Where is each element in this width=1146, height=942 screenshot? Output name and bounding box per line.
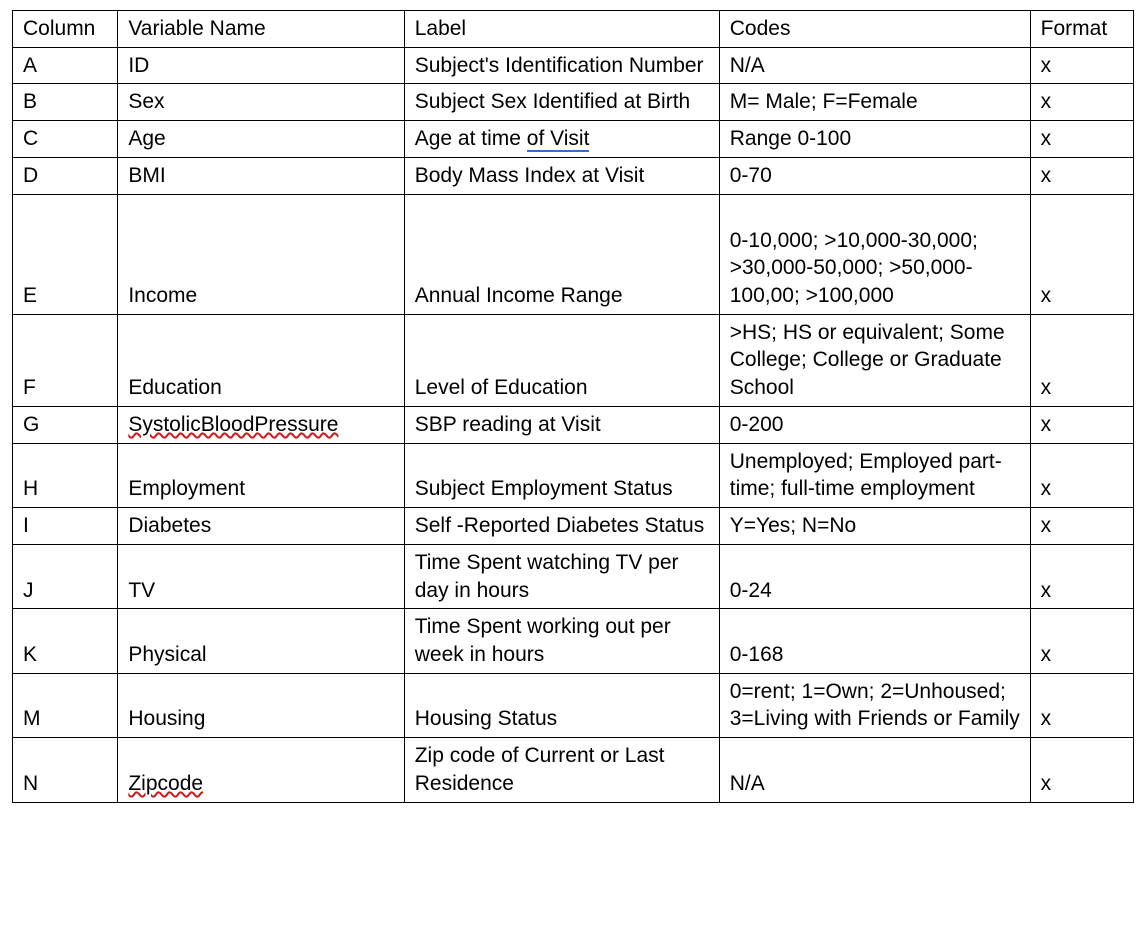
cell-codes: N/A (719, 738, 1030, 802)
cell-column: J (13, 544, 118, 608)
cell-codes: 0-200 (719, 406, 1030, 443)
spellcheck-underline: Zipcode (128, 772, 203, 795)
table-row: KPhysicalTime Spent working out per week… (13, 609, 1134, 673)
table-row: DBMIBody Mass Index at Visit0-70x (13, 157, 1134, 194)
cell-format: x (1030, 673, 1133, 737)
cell-variable-name: Diabetes (118, 508, 404, 545)
table-row: JTVTime Spent watching TV per day in hou… (13, 544, 1134, 608)
cell-column: N (13, 738, 118, 802)
table-row: HEmploymentSubject Employment StatusUnem… (13, 443, 1134, 507)
cell-codes: 0-70 (719, 157, 1030, 194)
cell-column: E (13, 194, 118, 314)
col-header-variable-name: Variable Name (118, 11, 404, 48)
cell-codes: M= Male; F=Female (719, 84, 1030, 121)
cell-format: x (1030, 121, 1133, 158)
variable-codebook-table: Column Variable Name Label Codes Format … (12, 10, 1134, 803)
cell-format: x (1030, 84, 1133, 121)
cell-codes: Y=Yes; N=No (719, 508, 1030, 545)
col-header-label: Label (404, 11, 719, 48)
cell-label: Level of Education (404, 314, 719, 406)
cell-format: x (1030, 314, 1133, 406)
cell-variable-name: Sex (118, 84, 404, 121)
table-header-row: Column Variable Name Label Codes Format (13, 11, 1134, 48)
cell-format: x (1030, 508, 1133, 545)
cell-variable-name: Physical (118, 609, 404, 673)
cell-codes: 0-24 (719, 544, 1030, 608)
cell-column: G (13, 406, 118, 443)
cell-codes: 0=rent; 1=Own; 2=Unhoused; 3=Living with… (719, 673, 1030, 737)
cell-format: x (1030, 47, 1133, 84)
grammar-underline: of Visit (527, 127, 590, 152)
cell-column: C (13, 121, 118, 158)
cell-label: Subject Sex Identified at Birth (404, 84, 719, 121)
table-row: N Zipcode Zip code of Current or Last Resi… (13, 738, 1134, 802)
table-row: FEducationLevel of Education>HS; HS or e… (13, 314, 1134, 406)
cell-label: Housing Status (404, 673, 719, 737)
cell-label: Body Mass Index at Visit (404, 157, 719, 194)
cell-variable-name: Income (118, 194, 404, 314)
cell-label: Subject Employment Status (404, 443, 719, 507)
cell-codes: 0-10,000; >10,000-30,000; >30,000-50,000… (719, 194, 1030, 314)
cell-label: Time Spent watching TV per day in hours (404, 544, 719, 608)
document-page: Column Variable Name Label Codes Format … (0, 0, 1146, 813)
cell-codes: N/A (719, 47, 1030, 84)
table-row: CAgeAge at time of VisitRange 0-100x (13, 121, 1134, 158)
table-row: BSexSubject Sex Identified at BirthM= Ma… (13, 84, 1134, 121)
cell-variable-name: TV (118, 544, 404, 608)
cell-label: Time Spent working out per week in hours (404, 609, 719, 673)
cell-column: H (13, 443, 118, 507)
cell-column: B (13, 84, 118, 121)
cell-variable-name: BMI (118, 157, 404, 194)
cell-column: K (13, 609, 118, 673)
col-header-column: Column (13, 11, 118, 48)
cell-codes: Range 0-100 (719, 121, 1030, 158)
cell-codes: Unemployed; Employed part-time; full-tim… (719, 443, 1030, 507)
cell-variable-name: Housing (118, 673, 404, 737)
table-row: G SystolicBloodPressure SBP reading at Vis… (13, 406, 1134, 443)
table-body: AIDSubject's Identification NumberN/AxBS… (13, 47, 1134, 802)
cell-format: x (1030, 443, 1133, 507)
cell-codes: 0-168 (719, 609, 1030, 673)
cell-format: x (1030, 609, 1133, 673)
cell-format: x (1030, 157, 1133, 194)
spellcheck-underline: SystolicBloodPressure (128, 413, 338, 436)
cell-codes: >HS; HS or equivalent; Some College; Col… (719, 314, 1030, 406)
cell-column: M (13, 673, 118, 737)
cell-variable-name: Age (118, 121, 404, 158)
cell-variable-name: ID (118, 47, 404, 84)
cell-variable-name: SystolicBloodPressure (118, 406, 404, 443)
cell-label: Zip code of Current or Last Residence (404, 738, 719, 802)
table-header: Column Variable Name Label Codes Format (13, 11, 1134, 48)
cell-format: x (1030, 544, 1133, 608)
cell-column: A (13, 47, 118, 84)
cell-label: Age at time of Visit (404, 121, 719, 158)
cell-variable-name: Zipcode (118, 738, 404, 802)
table-row: IDiabetesSelf -Reported Diabetes StatusY… (13, 508, 1134, 545)
table-row: EIncomeAnnual Income Range0-10,000; >10,… (13, 194, 1134, 314)
cell-column: D (13, 157, 118, 194)
table-row: MHousingHousing Status0=rent; 1=Own; 2=U… (13, 673, 1134, 737)
cell-format: x (1030, 194, 1133, 314)
col-header-codes: Codes (719, 11, 1030, 48)
cell-label: Subject's Identification Number (404, 47, 719, 84)
cell-label: Self -Reported Diabetes Status (404, 508, 719, 545)
cell-format: x (1030, 738, 1133, 802)
cell-label: SBP reading at Visit (404, 406, 719, 443)
cell-column: F (13, 314, 118, 406)
col-header-format: Format (1030, 11, 1133, 48)
cell-variable-name: Education (118, 314, 404, 406)
cell-variable-name: Employment (118, 443, 404, 507)
cell-format: x (1030, 406, 1133, 443)
cell-label: Annual Income Range (404, 194, 719, 314)
cell-column: I (13, 508, 118, 545)
table-row: AIDSubject's Identification NumberN/Ax (13, 47, 1134, 84)
